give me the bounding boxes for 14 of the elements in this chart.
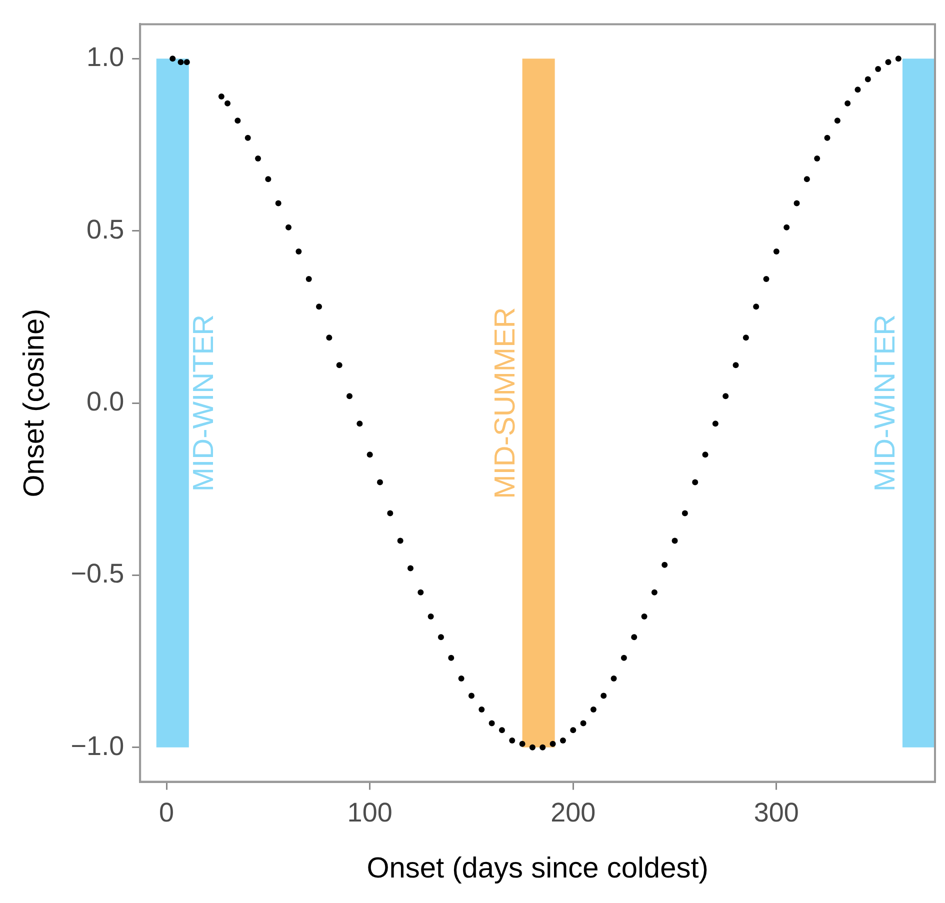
x-axis-title: Onset (days since coldest) xyxy=(366,852,708,885)
band-label: MID-WINTER xyxy=(869,314,902,492)
x-tick-label: 200 xyxy=(550,797,596,828)
x-tick-label: 100 xyxy=(347,797,392,828)
y-axis-title: Onset (cosine) xyxy=(18,308,50,498)
band-label: MID-WINTER xyxy=(188,314,220,492)
band-label: MID-SUMMER xyxy=(489,307,522,499)
x-tick-label: 300 xyxy=(754,797,799,828)
y-tick-label: 0.5 xyxy=(86,214,124,244)
y-tick-label: 0.0 xyxy=(86,386,124,416)
x-tick-label: 0 xyxy=(159,797,174,828)
y-tick-label: −0.5 xyxy=(70,558,124,589)
y-tick-label: −1.0 xyxy=(70,730,124,761)
y-tick-label: 1.0 xyxy=(86,42,124,72)
